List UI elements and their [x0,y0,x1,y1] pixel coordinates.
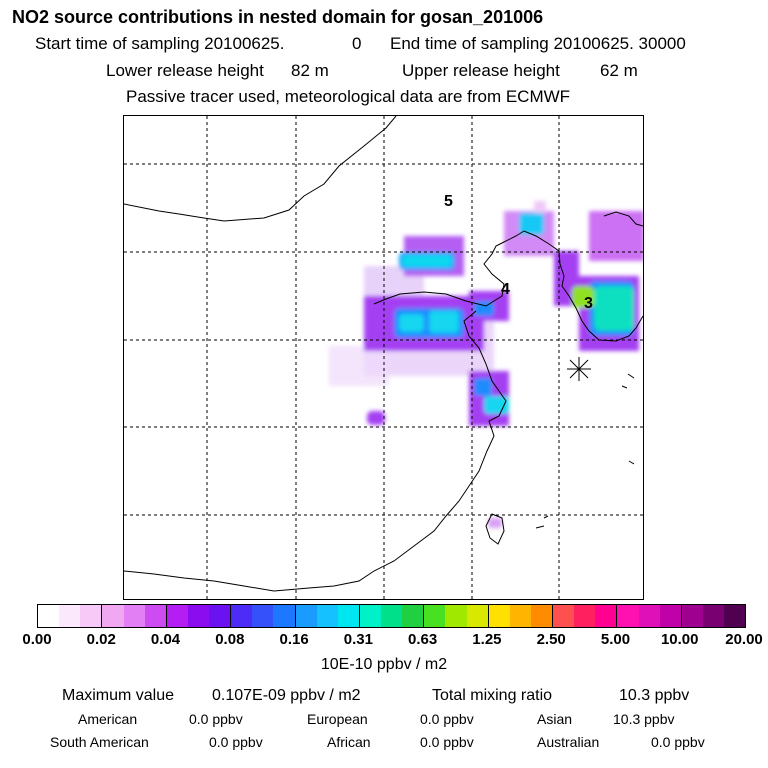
receptor-asterisk-icon [567,357,591,381]
colorbar-segment [123,605,145,627]
map-panel: 5 4 3 [123,115,644,600]
colorbar-segment [381,605,403,627]
plume-cell [572,286,594,308]
colorbar-segment [187,605,209,627]
coastline-china [373,230,643,342]
colorbar-tick-label: 5.00 [600,631,631,648]
start-time-label: Start time of sampling 20100625. [35,34,285,53]
colorbar-tick-label: 0.02 [86,631,116,648]
colorbar-segment [530,605,552,627]
region-value: 10.3 ppbv [613,711,675,727]
region-value: 0.0 ppbv [209,734,263,750]
colorbar-tick-label: 0.08 [215,631,245,648]
region-value: 0.0 ppbv [651,734,705,750]
colorbar-segment [252,605,274,627]
colorbar-segment [574,605,596,627]
region-value: 0.0 ppbv [420,711,474,727]
colorbar-segment [144,605,166,627]
colorbar-segment [552,605,575,627]
plume-cell [429,311,459,333]
colorbar-tick-label: 2.50 [536,631,566,648]
colorbar-segment [638,605,660,627]
region-label-4: 4 [501,281,510,298]
colorbar-segment [724,605,746,627]
colorbar-segment [702,605,724,627]
colorbar-segment [659,605,681,627]
start-time-value: 0 [352,34,362,53]
plume-cell [367,411,385,425]
region-name: European [307,711,368,727]
max-value-label: Maximum value [62,687,175,704]
coastlines [124,116,643,592]
region-value: 0.0 ppbv [189,711,243,727]
colorbar-segment [101,605,124,627]
lower-release-label: Lower release height [106,61,264,80]
colorbar-segment [59,605,81,627]
colorbar-tick-label: 0.31 [343,631,373,648]
map-canvas: 5 4 3 [124,116,643,599]
colorbar-segment [273,605,295,627]
colorbar-segment [595,605,617,627]
upper-release-value: 62 m [600,61,638,80]
colorbar-tick-label: 20.00 [725,631,763,648]
region-label-5: 5 [444,193,453,210]
colorbar-segment [80,605,102,627]
total-mixing-label: Total mixing ratio [432,687,553,704]
colorbar-segment [466,605,488,627]
plume-cell [488,518,502,528]
map-title: NO2 source contributions in nested domai… [12,7,544,27]
colorbar-unit: 10E-10 ppbv / m2 [320,656,448,673]
plume-cell [402,255,452,267]
colorbar-tick-label: 0.04 [150,631,181,648]
region-value: 0.0 ppbv [420,734,474,750]
japan-islands [535,373,635,529]
plume-cell [519,213,544,235]
colorbar-segment [316,605,338,627]
colorbar-segment [616,605,639,627]
colorbar-segment [337,605,359,627]
colorbar-segment [487,605,510,627]
upper-release-label: Upper release height [402,61,560,80]
colorbar-segment [680,605,703,627]
coastline-north [124,116,397,222]
plume-cell [534,201,546,213]
total-mixing-value: 10.3 ppbv [619,687,690,704]
colorbar-tick-label: 1.25 [472,631,502,648]
taiwan [485,513,505,545]
region-label-3: 3 [584,295,593,312]
colorbar-tick-label: 0.63 [408,631,438,648]
region-name: African [327,734,371,750]
coastline-bohai [124,310,507,592]
max-value: 0.107E-09 ppbv / m2 [212,687,361,704]
region-name: Australian [537,734,600,750]
colorbar-segment [165,605,188,627]
plume-cell [484,396,509,414]
colorbar-tick-label: 0.00 [22,631,52,648]
lower-release-value: 82 m [291,61,329,80]
region-name: South American [50,734,149,750]
colorbar-segment [358,605,381,627]
colorbar-segment [38,605,60,627]
colorbar-segment [230,605,253,627]
plume-cell [474,378,492,396]
colorbar-segment [445,605,467,627]
tracer-note: Passive tracer used, meteorological data… [126,87,571,106]
coastline-korea [603,211,643,227]
colorbar-tick-label: 0.16 [279,631,309,648]
colorbar-segment [402,605,424,627]
colorbar-tick-label: 10.00 [660,631,699,648]
colorbar-segment [509,605,531,627]
colorbar-segment [294,605,317,627]
plume-cell [329,346,389,386]
colorbar-segment [209,605,231,627]
end-time-label: End time of sampling 20100625. 30000 [390,34,686,53]
plume-cell [594,286,634,331]
plume-cell [589,211,643,261]
plume-cell [399,314,424,332]
lat-lon-grid [124,116,643,599]
colorbar-segment [423,605,446,627]
region-name: American [78,711,138,727]
region-name: Asian [537,711,573,727]
colorbar [37,604,746,628]
